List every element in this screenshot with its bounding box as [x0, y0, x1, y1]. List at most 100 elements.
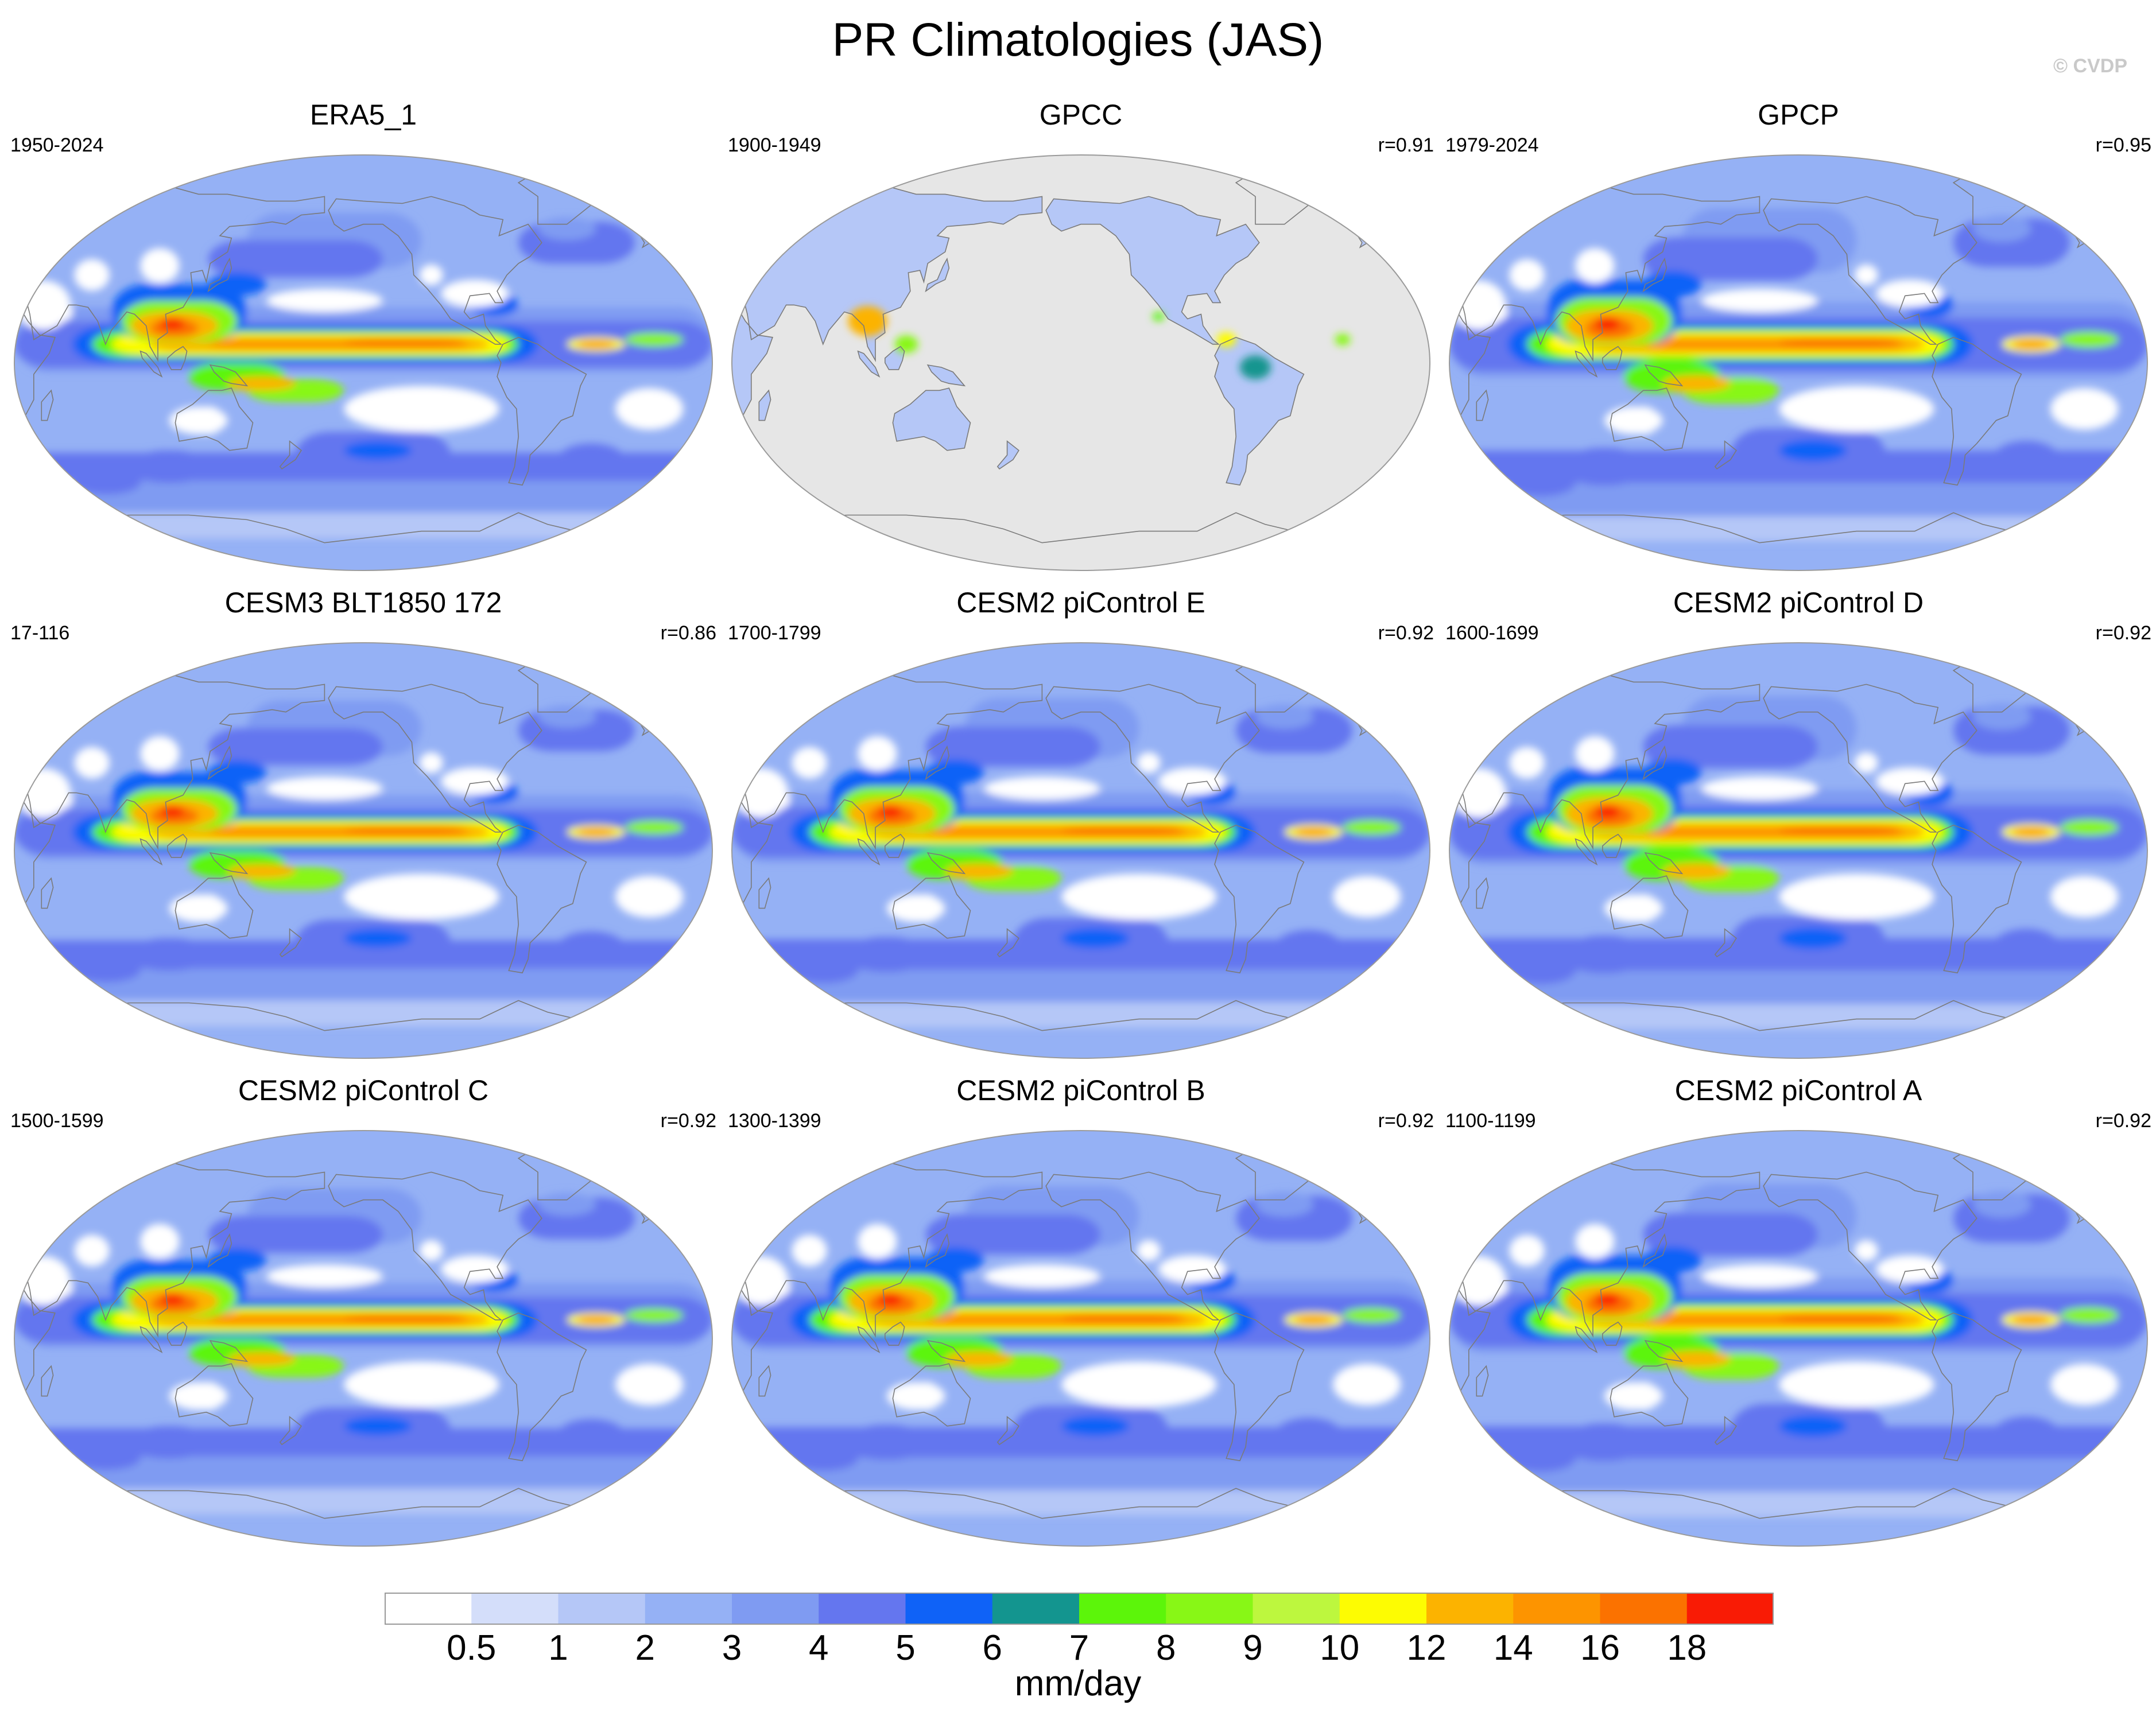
dry-zone — [192, 1382, 224, 1411]
precip-band — [1779, 1313, 1899, 1322]
dry-zone — [734, 1256, 789, 1306]
precip-band — [1595, 804, 1620, 818]
precip-band — [576, 828, 616, 836]
land-precip-max — [1152, 312, 1165, 321]
dry-zone — [140, 1224, 180, 1259]
land-precip — [893, 388, 971, 451]
precip-band — [925, 759, 984, 785]
dry-zone — [1854, 264, 1878, 286]
panel-correlation: r=0.92 — [1378, 622, 1434, 644]
map-panel: CESM2 piControl C 1500-1599 r=0.92 — [10, 1073, 716, 1555]
colorbar-tick-label: 12 — [1406, 1628, 1447, 1668]
precip-band — [1643, 237, 1818, 281]
colorbar-swatch — [1253, 1593, 1340, 1625]
map-plot — [1449, 642, 2148, 1059]
precip-band — [1274, 1418, 1343, 1453]
panel-title: CESM2 piControl B — [956, 1074, 1205, 1106]
panel-title: CESM2 piControl E — [956, 587, 1205, 619]
dry-zone — [140, 248, 180, 284]
dry-zone — [441, 1255, 509, 1283]
dry-zone — [74, 747, 110, 779]
precip-band — [1294, 1316, 1333, 1324]
precip-band — [1643, 758, 1702, 786]
dry-zone — [1061, 873, 1217, 920]
land-precip — [759, 390, 771, 421]
dry-zone — [858, 736, 897, 771]
colorbar-tick-label: 3 — [722, 1628, 742, 1668]
dry-zone — [1333, 1364, 1401, 1405]
precip-band — [1343, 1307, 1401, 1323]
panel-title: CESM3 BLT1850 172 — [224, 587, 502, 619]
precip-band — [1255, 704, 1314, 729]
panel-correlation: r=0.92 — [1378, 1110, 1434, 1132]
map-panel: ERA5_1 1950-2024 — [10, 98, 716, 580]
colorbar-swatch — [1686, 1593, 1774, 1625]
precip-band — [1779, 337, 1899, 347]
dry-zone — [344, 386, 499, 432]
colorbar-swatch — [558, 1593, 646, 1625]
map-border — [731, 1130, 1430, 1547]
land-precip-max — [1335, 333, 1351, 346]
precip-band — [1779, 1415, 1847, 1437]
dry-zone — [16, 1256, 71, 1306]
precip-band — [344, 1416, 412, 1435]
panel-years: 17-116 — [10, 622, 70, 644]
land-precip — [997, 441, 1019, 469]
precip-band — [344, 338, 464, 346]
dry-zone — [1854, 1240, 1878, 1261]
dry-zone — [1701, 776, 1818, 800]
dry-zone — [2050, 876, 2119, 918]
map-plot — [731, 642, 1430, 1059]
colorbar-swatch — [385, 1593, 472, 1625]
precip-band — [877, 805, 903, 818]
precip-band — [1565, 935, 1643, 973]
precip-band — [2011, 828, 2051, 836]
map-panel: GPCP 1979-2024 r=0.95 — [1445, 98, 2151, 580]
precip-band — [1507, 469, 1576, 496]
precip-band — [1779, 927, 1847, 949]
dry-zone — [792, 747, 827, 779]
land-precip — [858, 351, 879, 377]
dry-zone — [1137, 752, 1161, 774]
panel-years: 1700-1799 — [728, 622, 821, 644]
colorbar-swatch — [1339, 1593, 1427, 1625]
dry-zone — [984, 776, 1100, 800]
precip-band — [1061, 1416, 1130, 1436]
precip-band — [1973, 703, 2031, 731]
precip-band — [72, 471, 141, 495]
dry-zone — [615, 1364, 684, 1405]
dry-zone — [910, 1382, 941, 1411]
dry-zone — [2050, 388, 2119, 430]
precip-band — [72, 1447, 141, 1470]
precip-band — [1274, 930, 1343, 965]
precip-band — [2011, 1315, 2051, 1324]
precip-band — [538, 1193, 596, 1216]
dry-zone — [1627, 1382, 1659, 1411]
map-plot — [1449, 1130, 2148, 1547]
precip-band — [227, 1352, 296, 1366]
precip-band — [208, 728, 383, 766]
map-plot — [14, 642, 713, 1059]
panel-years: 1979-2024 — [1445, 134, 1539, 156]
colorbar-tick-label: 16 — [1580, 1628, 1620, 1668]
dry-zone — [1158, 767, 1227, 795]
panel-years: 1950-2024 — [10, 134, 104, 156]
precip-band — [1294, 828, 1333, 836]
land-precip-max — [894, 335, 918, 354]
dry-zone — [1333, 876, 1401, 918]
dry-zone — [1854, 752, 1878, 774]
precip-band — [1779, 825, 1899, 834]
land-precip — [732, 291, 773, 432]
colorbar-tick-label: 2 — [635, 1628, 655, 1668]
dry-zone — [1061, 1361, 1217, 1408]
dry-zone — [441, 767, 509, 795]
precip-band — [576, 340, 616, 348]
precip-band — [1973, 215, 2031, 243]
dry-zone — [1575, 736, 1615, 771]
precip-band — [1643, 725, 1818, 768]
dry-zone — [1451, 768, 1506, 818]
precip-band — [1662, 1351, 1731, 1368]
precip-band — [208, 1248, 267, 1272]
colorbar-swatch — [1600, 1593, 1688, 1625]
panel-years: 1600-1699 — [1445, 622, 1539, 644]
